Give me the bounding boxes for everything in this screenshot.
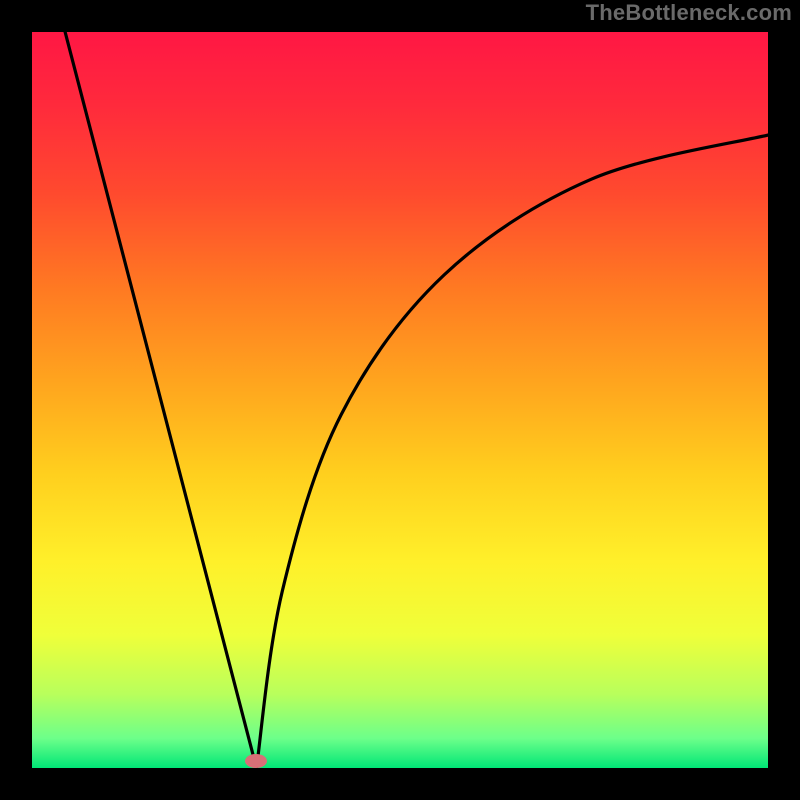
chart-frame: TheBottleneck.com	[0, 0, 800, 800]
vertex-marker	[245, 754, 267, 768]
attribution-label: TheBottleneck.com	[586, 0, 792, 26]
bottleneck-curve	[32, 32, 768, 768]
plot-area	[32, 32, 768, 768]
